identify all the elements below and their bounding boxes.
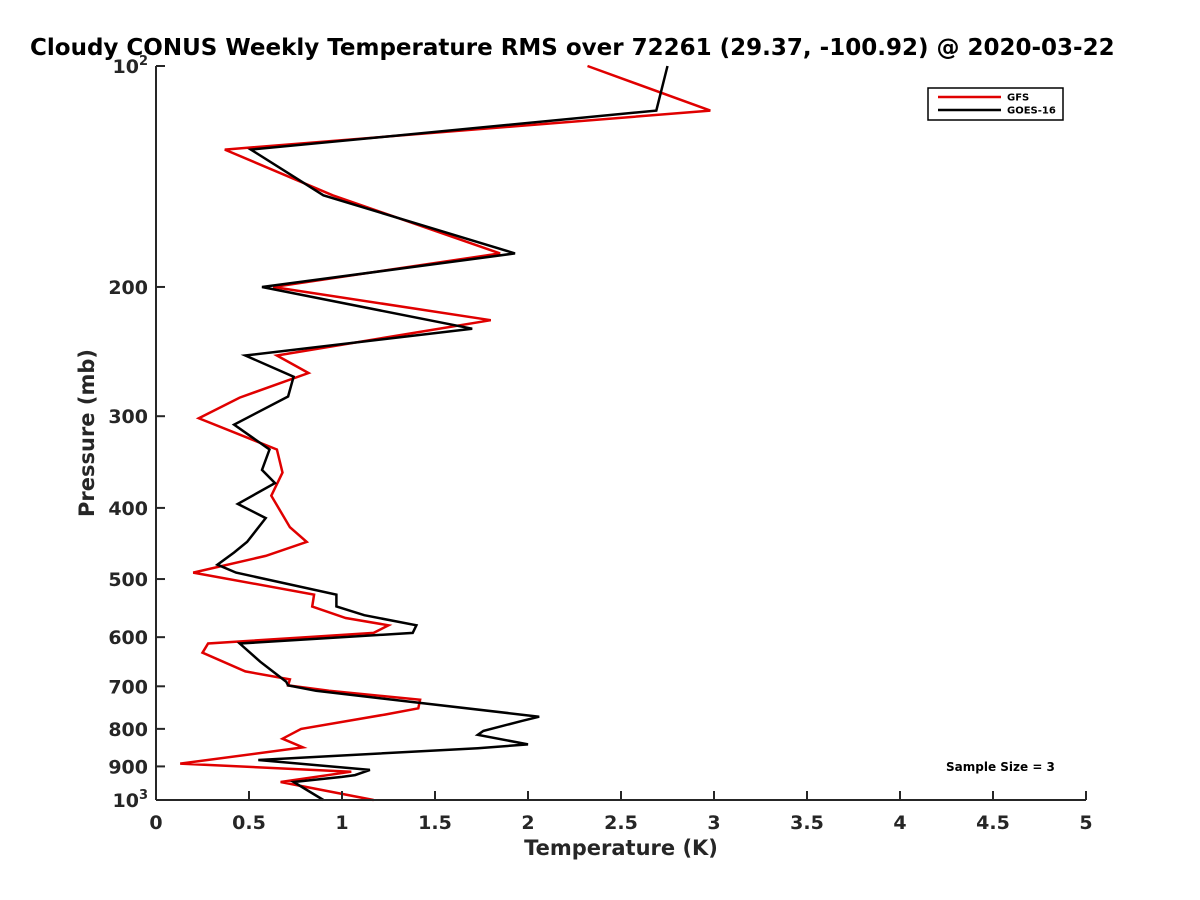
series-line-gfs xyxy=(180,64,711,802)
series-layer xyxy=(180,64,711,802)
legend-box xyxy=(927,87,1064,121)
x-tick-label: 1.5 xyxy=(418,812,452,834)
x-tick-label: 3 xyxy=(707,812,720,834)
x-tick-label: 5 xyxy=(1079,812,1092,834)
y-ticks: 102 200 300 400 500 600 700 800 900 103 xyxy=(108,54,165,812)
x-tick-label: 3.5 xyxy=(790,812,824,834)
y-tick-label: 800 xyxy=(108,719,148,741)
x-axis-title: Temperature (K) xyxy=(524,836,718,860)
legend-label-goes16: GOES-16 xyxy=(1007,106,1056,117)
legend: GFS GOES-16 xyxy=(927,87,1064,121)
chart-title: Cloudy CONUS Weekly Temperature RMS over… xyxy=(30,35,1115,61)
y-tick-label: 200 xyxy=(108,277,148,299)
x-tick-label: 2.5 xyxy=(604,812,638,834)
y-tick-label: 600 xyxy=(108,627,148,649)
y-tick-label: 700 xyxy=(108,676,148,698)
y-tick-label: 300 xyxy=(108,406,148,428)
x-tick-label: 4.5 xyxy=(976,812,1010,834)
legend-label-gfs: GFS xyxy=(1007,93,1029,104)
y-tick-label: 500 xyxy=(108,569,148,591)
y-tick-label: 103 xyxy=(113,788,149,812)
x-tick-label: 4 xyxy=(893,812,906,834)
x-tick-label: 0 xyxy=(149,812,162,834)
y-tick-label: 102 xyxy=(113,54,149,78)
plot-background xyxy=(156,66,1086,800)
plot-area xyxy=(156,66,1086,800)
y-tick-label: 900 xyxy=(108,756,148,778)
x-tick-label: 0.5 xyxy=(232,812,266,834)
x-tick-label: 2 xyxy=(521,812,534,834)
x-ticks: 0 0.5 1 1.5 2 2.5 3 3.5 4 4.5 5 xyxy=(149,791,1093,834)
y-tick-label: 400 xyxy=(108,498,148,520)
series-line-goes16 xyxy=(214,65,669,802)
y-axis-title: Pressure (mb) xyxy=(75,349,99,517)
x-tick-label: 1 xyxy=(335,812,348,834)
sample-size-annotation: Sample Size = 3 xyxy=(946,760,1055,774)
